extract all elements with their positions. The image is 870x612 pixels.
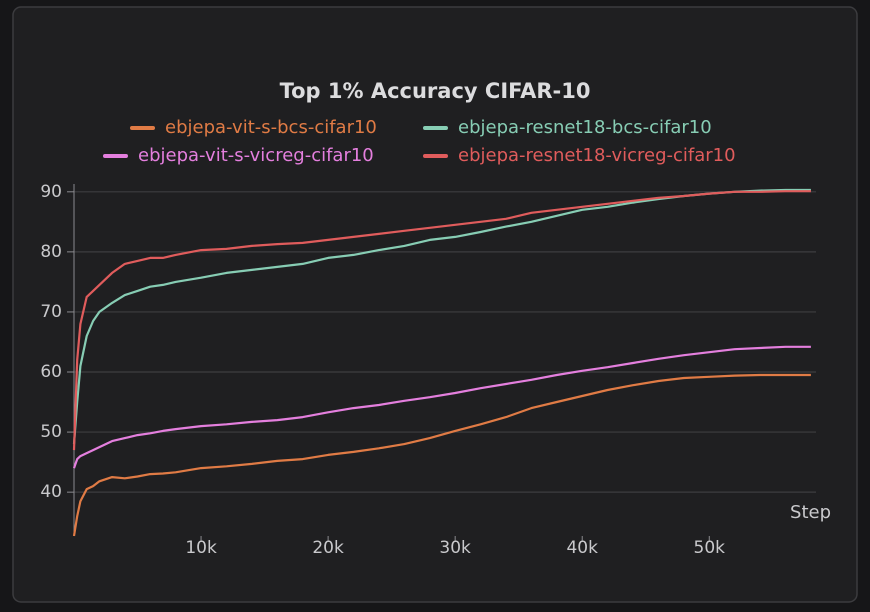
series-line [72,188,811,445]
legend-label: ebjepa-resnet18-vicreg-cifar10 [458,145,736,166]
x-tick-label: 50k [694,538,726,558]
y-tick-label: 60 [40,362,62,382]
legend-label: ebjepa-vit-s-vicreg-cifar10 [138,145,374,166]
x-tick-label: 10k [185,538,217,558]
y-tick-label: 50 [40,422,62,442]
panel [12,6,858,603]
legend-label: ebjepa-resnet18-bcs-cifar10 [458,117,712,138]
x-tick-label: 20k [312,538,344,558]
y-tick-label: 40 [40,482,62,502]
chart-title: Top 1% Accuracy CIFAR-10 [280,79,591,103]
legend-label: ebjepa-vit-s-bcs-cifar10 [165,117,377,138]
y-tick-label: 80 [40,242,62,262]
y-tick-label: 70 [40,302,62,322]
x-tick-label: 40k [566,538,598,558]
series-line [72,190,811,451]
series-line [72,373,811,537]
x-axis-label: Step [790,502,831,523]
series-line [72,345,811,469]
y-tick-label: 90 [40,182,62,202]
x-tick-label: 30k [439,538,471,558]
